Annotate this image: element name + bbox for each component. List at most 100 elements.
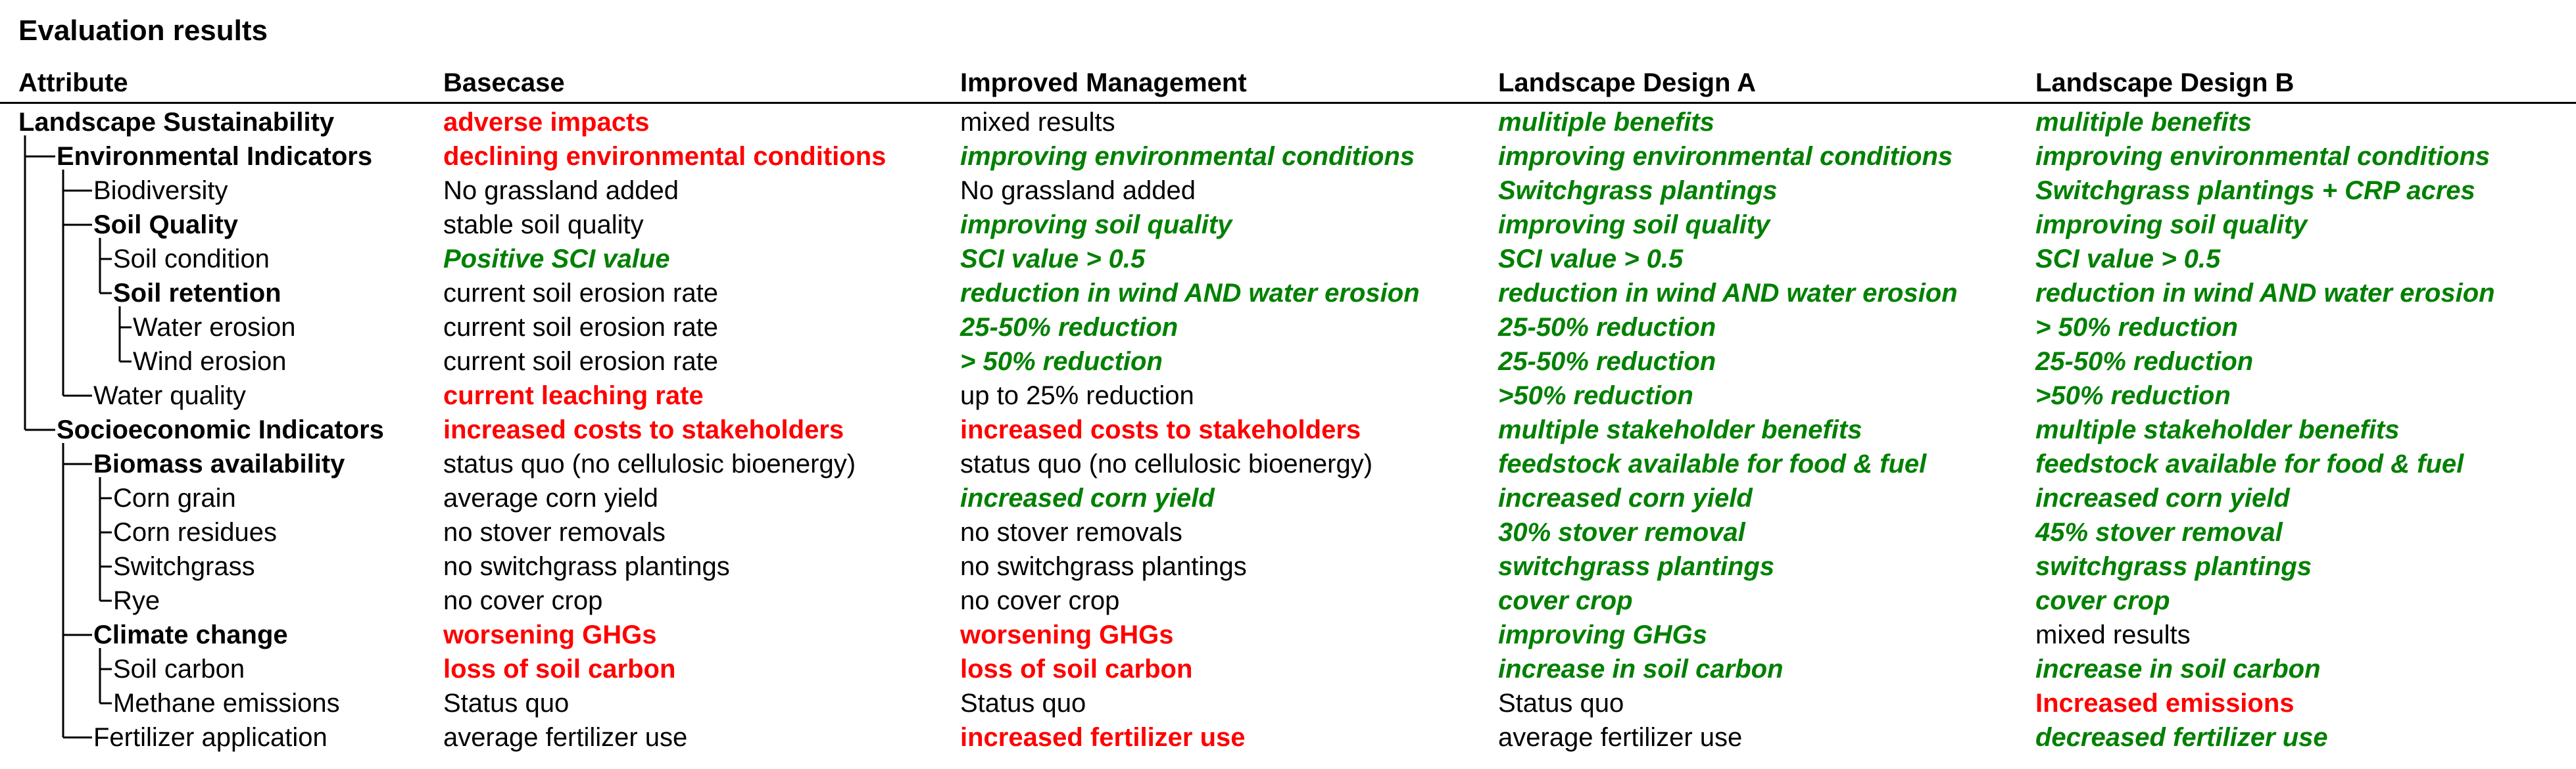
attribute-label: Climate change <box>93 618 288 652</box>
result-cell: reduction in wind AND water erosion <box>2035 279 2495 308</box>
attribute-label: Environmental Indicators <box>57 139 372 174</box>
attribute-label: Wind erosion <box>133 344 286 379</box>
result-cell: current leaching rate <box>443 381 704 410</box>
result-cell: up to 25% reduction <box>960 381 1194 410</box>
attribute-text: Water erosion <box>133 313 296 342</box>
page-title: Evaluation results <box>18 14 268 47</box>
result-cell: increase in soil carbon <box>1498 655 1784 684</box>
result-cell: increased costs to stakeholders <box>443 415 844 444</box>
table-row: Landscape Sustainability adverse impacts m… <box>0 105 2576 139</box>
result-cell: increased corn yield <box>1498 484 1753 513</box>
result-cell: improving environmental conditions <box>1498 142 1953 171</box>
result-cell: Positive SCI value <box>443 245 670 273</box>
result-cell: Status quo <box>1498 689 1624 718</box>
table-row: Soil Quality stable soil quality improving… <box>0 208 2576 242</box>
result-cell: mixed results <box>2035 620 2191 649</box>
result-cell: average fertilizer use <box>1498 723 1743 752</box>
result-cell: multiple stakeholder benefits <box>2035 415 2400 444</box>
result-cell: >50% reduction <box>1498 381 1693 410</box>
result-cell: adverse impacts <box>443 108 650 137</box>
result-cell: cover crop <box>2035 586 2170 615</box>
result-cell: no switchgrass plantings <box>960 552 1247 581</box>
result-cell: worsening GHGs <box>960 620 1174 649</box>
table-row: Fertilizer application average fertilizer… <box>0 720 2576 755</box>
attribute-label: Corn residues <box>113 515 277 549</box>
attribute-label: Soil retention <box>113 276 281 310</box>
result-cell: increased fertilizer use <box>960 723 1246 752</box>
result-cell: No grassland added <box>443 176 679 205</box>
attribute-text: Switchgrass <box>113 552 255 581</box>
attribute-label: Methane emissions <box>113 686 340 720</box>
result-cell: switchgrass plantings <box>1498 552 1775 581</box>
attribute-text: Corn grain <box>113 484 236 513</box>
result-cell: reduction in wind AND water erosion <box>960 279 1420 308</box>
attribute-text: Soil Quality <box>93 210 239 239</box>
result-cell: improving soil quality <box>960 210 1232 239</box>
attribute-text: Soil condition <box>113 245 270 273</box>
header-improved-management: Improved Management <box>960 68 1247 97</box>
table-row: Wind erosion current soil erosion rate > 5… <box>0 344 2576 379</box>
result-cell: mixed results <box>960 108 1115 137</box>
result-cell: SCI value > 0.5 <box>960 245 1146 273</box>
result-cell: Increased emissions <box>2035 689 2295 718</box>
attribute-label: Biomass availability <box>93 447 345 481</box>
result-cell: 25-50% reduction <box>1498 313 1716 342</box>
result-cell: SCI value > 0.5 <box>2035 245 2221 273</box>
result-cell: > 50% reduction <box>2035 313 2238 342</box>
table-row: Water erosion current soil erosion rate 25… <box>0 310 2576 344</box>
result-cell: status quo (no cellulosic bioenergy) <box>960 450 1373 478</box>
result-cell: decreased fertilizer use <box>2035 723 2328 752</box>
result-cell: > 50% reduction <box>960 347 1163 376</box>
result-cell: feedstock available for food & fuel <box>1498 450 1927 478</box>
table-row: Climate change worsening GHGs worsening GH… <box>0 618 2576 652</box>
attribute-label: Biodiversity <box>93 174 228 208</box>
result-cell: no cover crop <box>443 586 603 615</box>
result-cell: 30% stover removal <box>1498 518 1745 547</box>
table-row: Biodiversity No grassland added No grassla… <box>0 174 2576 208</box>
attribute-text: Socioeconomic Indicators <box>57 415 384 444</box>
attribute-label: Socioeconomic Indicators <box>57 413 384 447</box>
result-cell: current soil erosion rate <box>443 279 718 308</box>
result-cell: status quo (no cellulosic bioenergy) <box>443 450 856 478</box>
result-cell: no stover removals <box>443 518 666 547</box>
result-cell: Status quo <box>960 689 1086 718</box>
result-cell: declining environmental conditions <box>443 142 887 171</box>
result-cell: >50% reduction <box>2035 381 2231 410</box>
attribute-label: Switchgrass <box>113 549 255 584</box>
result-cell: increased corn yield <box>960 484 1215 513</box>
result-cell: no stover removals <box>960 518 1182 547</box>
header-landscape-design-a: Landscape Design A <box>1498 68 1756 97</box>
attribute-label: Soil carbon <box>113 652 245 686</box>
result-cell: cover crop <box>1498 586 1633 615</box>
attribute-label: Water erosion <box>133 310 296 344</box>
result-cell: Switchgrass plantings <box>1498 176 1778 205</box>
result-cell: improving environmental conditions <box>960 142 1415 171</box>
attribute-text: Corn residues <box>113 518 278 547</box>
result-cell: reduction in wind AND water erosion <box>1498 279 1958 308</box>
result-cell: increase in soil carbon <box>2035 655 2321 684</box>
table-row: Soil retention current soil erosion rate r… <box>0 276 2576 310</box>
attribute-text: Landscape Sustainability <box>18 108 335 137</box>
attribute-label: Fertilizer application <box>93 720 328 755</box>
attribute-text: Soil carbon <box>113 655 245 684</box>
attribute-label: Soil condition <box>113 242 270 276</box>
attribute-text: Methane emissions <box>113 689 340 718</box>
attribute-text: Soil retention <box>113 279 281 308</box>
result-cell: loss of soil carbon <box>443 655 676 684</box>
result-cell: 25-50% reduction <box>2035 347 2254 376</box>
result-cell: increased corn yield <box>2035 484 2290 513</box>
result-cell: switchgrass plantings <box>2035 552 2312 581</box>
result-cell: current soil erosion rate <box>443 347 718 376</box>
result-cell: mulitiple benefits <box>1498 108 1714 137</box>
table-row: Environmental Indicators declining enviro… <box>0 139 2576 174</box>
result-cell: no cover crop <box>960 586 1120 615</box>
result-cell: No grassland added <box>960 176 1196 205</box>
header-landscape-design-b: Landscape Design B <box>2035 68 2295 97</box>
result-cell: average corn yield <box>443 484 658 513</box>
result-cell: loss of soil carbon <box>960 655 1193 684</box>
result-cell: multiple stakeholder benefits <box>1498 415 1862 444</box>
attribute-label: Water quality <box>93 379 246 413</box>
attribute-text: Wind erosion <box>133 347 287 376</box>
attribute-label: Soil Quality <box>93 208 238 242</box>
result-cell: 25-50% reduction <box>1498 347 1716 376</box>
